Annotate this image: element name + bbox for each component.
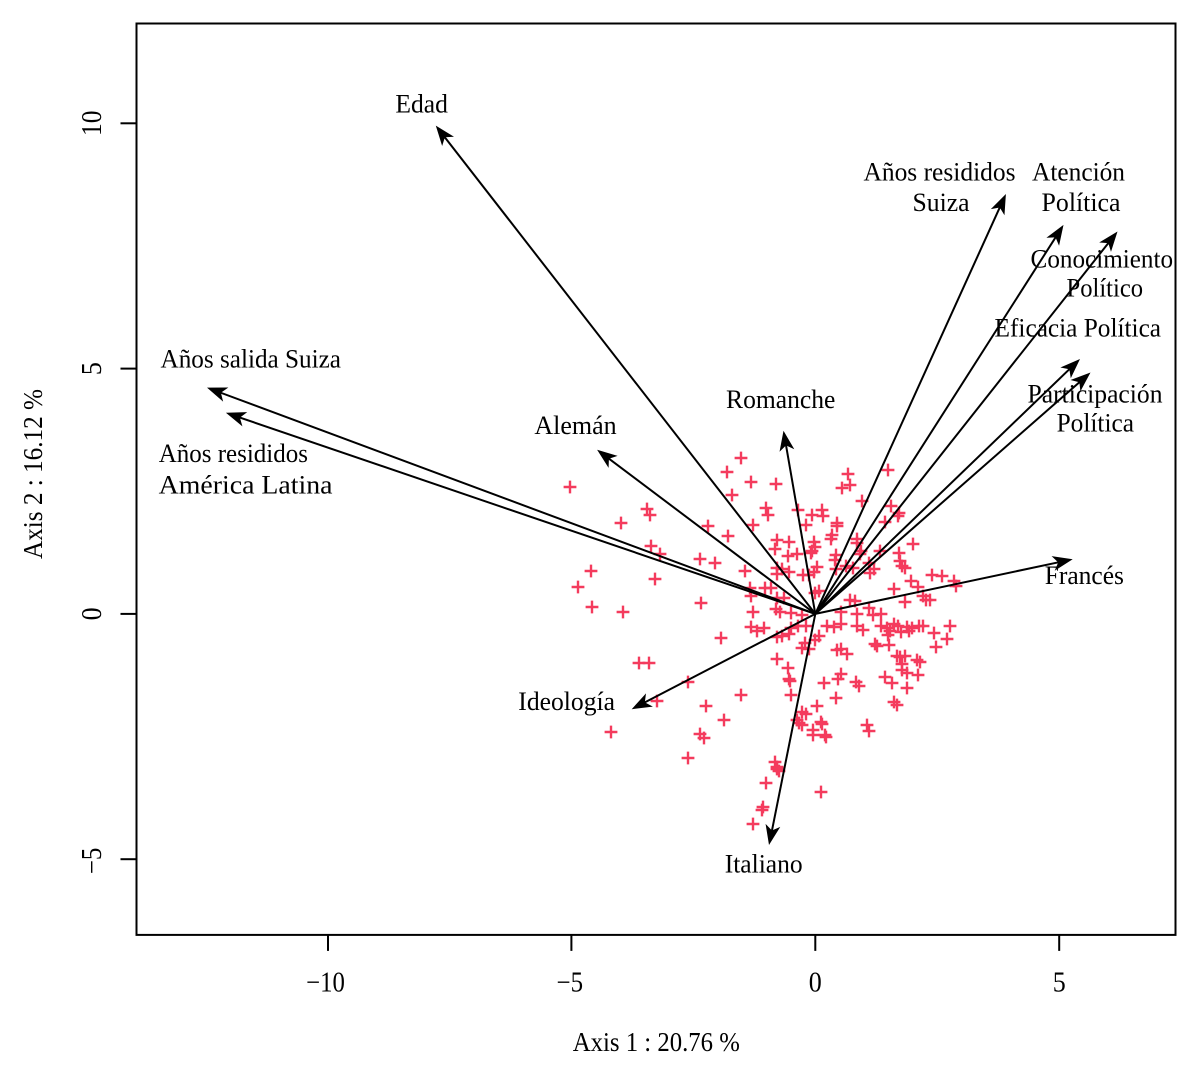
svg-text:Suiza: Suiza bbox=[913, 188, 970, 217]
svg-text:Político: Político bbox=[1067, 274, 1144, 303]
svg-text:Años resididos: Años resididos bbox=[863, 158, 1015, 187]
svg-text:Eficacia Política: Eficacia Política bbox=[995, 314, 1162, 343]
svg-text:−5: −5 bbox=[77, 848, 108, 875]
svg-text:Axis 1 : 20.76 %: Axis 1 : 20.76 % bbox=[573, 1027, 740, 1057]
svg-text:5: 5 bbox=[1053, 967, 1066, 998]
svg-text:5: 5 bbox=[77, 362, 108, 375]
svg-text:0: 0 bbox=[77, 607, 108, 620]
svg-text:Ideología: Ideología bbox=[518, 687, 615, 716]
svg-text:0: 0 bbox=[809, 967, 822, 998]
svg-text:Política: Política bbox=[1042, 188, 1121, 217]
svg-text:Axis 2 : 16.12 %: Axis 2 : 16.12 % bbox=[18, 389, 48, 559]
svg-text:Alemán: Alemán bbox=[534, 411, 616, 440]
svg-text:Conocimiento: Conocimiento bbox=[1031, 245, 1174, 274]
svg-text:América Latina: América Latina bbox=[159, 470, 333, 499]
svg-text:Años resididos: Años resididos bbox=[159, 439, 308, 468]
svg-text:Italiano: Italiano bbox=[725, 850, 803, 879]
svg-text:Francés: Francés bbox=[1045, 561, 1124, 590]
svg-text:−10: −10 bbox=[306, 967, 345, 998]
svg-text:Romanche: Romanche bbox=[726, 385, 835, 414]
svg-text:Edad: Edad bbox=[395, 90, 448, 119]
svg-text:Política: Política bbox=[1057, 409, 1135, 438]
svg-text:Atención: Atención bbox=[1032, 158, 1125, 187]
svg-text:10: 10 bbox=[77, 111, 108, 137]
svg-text:Participación: Participación bbox=[1028, 380, 1163, 409]
svg-text:Años salida Suiza: Años salida Suiza bbox=[161, 344, 342, 373]
svg-text:−5: −5 bbox=[557, 967, 584, 998]
